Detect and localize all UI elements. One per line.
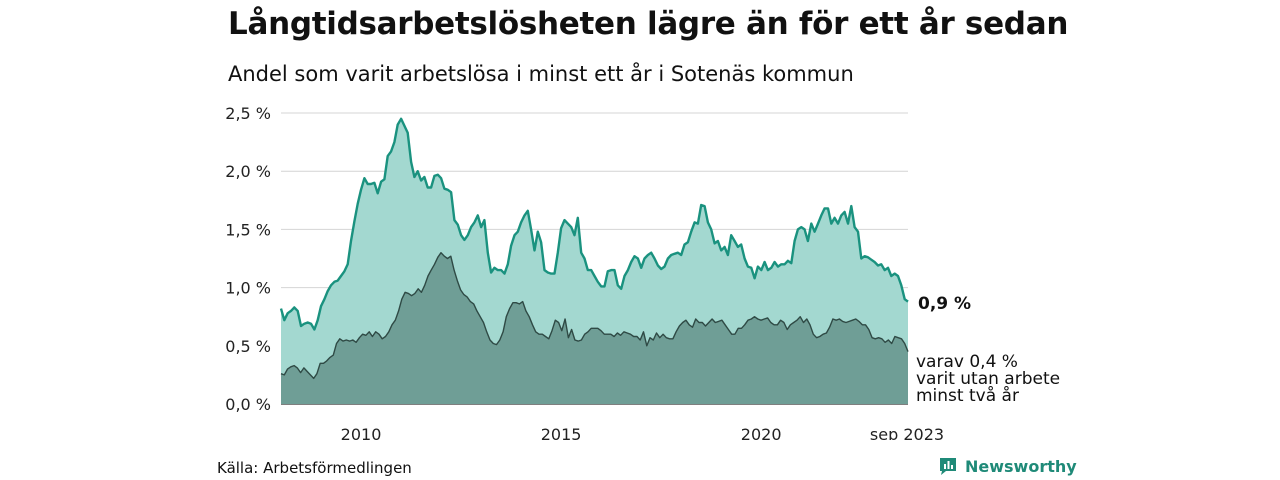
x-tick-label: sep 2023 [870, 425, 944, 440]
y-tick-label: 0,0 % [225, 395, 271, 414]
series-line-0 [279, 117, 909, 331]
y-tick-label: 1,5 % [225, 220, 271, 239]
source-note: Källa: Arbetsförmedlingen [217, 459, 412, 477]
y-tick-label: 2,5 % [225, 104, 271, 123]
brand-logo: Newsworthy [938, 456, 1077, 476]
x-axis: 2010 2015 2020 sep 2023 [341, 425, 944, 440]
x-tick-label: 2015 [541, 425, 582, 440]
end-label-sub: varav 0,4 % [916, 352, 1018, 372]
end-label-sub: minst två år [916, 385, 1019, 406]
bar-chart-icon [940, 458, 956, 475]
y-tick-label: 0,5 % [225, 337, 271, 356]
end-label-total: 0,9 % [918, 294, 971, 314]
y-tick-label: 2,0 % [225, 162, 271, 181]
y-axis: 0,0 % 0,5 % 1,0 % 1,5 % 2,0 % 2,5 % [225, 104, 271, 414]
chart-subtitle: Andel som varit arbetslösa i minst ett å… [228, 62, 854, 86]
x-tick-label: 2020 [741, 425, 782, 440]
brand-name: Newsworthy [965, 456, 1077, 476]
chart-plot: 0,0 %0,5 %1,0 %1,5 %2,0 %2,5 % 2010 2015 2… [225, 104, 1060, 440]
series [279, 117, 909, 405]
chart-title: Långtidsarbetslösheten lägre än för ett … [228, 6, 1069, 42]
y-tick-label: 1,0 % [225, 279, 271, 298]
end-label-sub: varit utan arbete [916, 369, 1060, 389]
series-line-1 [280, 252, 909, 380]
x-tick-label: 2010 [341, 425, 382, 440]
